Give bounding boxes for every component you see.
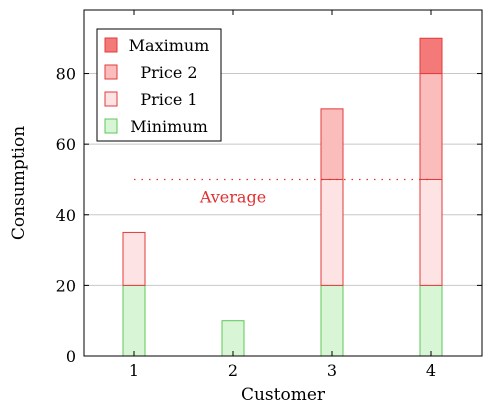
legend-label: Minimum	[130, 117, 208, 136]
legend-swatch	[104, 118, 118, 134]
bar-segment-maximum	[419, 37, 443, 75]
average-line: Average	[134, 178, 431, 206]
bar-segment-minimum	[320, 284, 344, 357]
y-tick-label: 60	[56, 135, 76, 154]
bar-segment-minimum	[221, 320, 245, 357]
legend-label: Price 1	[140, 90, 197, 109]
legend-swatch	[104, 64, 118, 80]
plot-frame	[83, 9, 483, 357]
x-tick-label: 3	[327, 361, 337, 380]
y-tick-label: 20	[56, 276, 76, 295]
average-label: Average	[199, 187, 266, 206]
x-tick-label: 2	[228, 361, 238, 380]
y-axis-ticks: 0 20 40 60 80	[56, 65, 482, 366]
legend: Maximum Price 2 Price 1 Minimum	[96, 28, 222, 142]
bar-segment-price-2	[320, 108, 344, 180]
legend-swatch	[104, 37, 118, 53]
legend-box	[96, 28, 222, 142]
bars	[122, 37, 443, 357]
y-tick-label: 40	[56, 206, 76, 225]
x-axis-ticks: 1 2 3 4	[129, 10, 436, 380]
bar-segment-minimum	[122, 284, 146, 357]
bar-segment-minimum	[419, 284, 443, 357]
y-tick-label: 0	[66, 347, 76, 366]
legend-label: Price 2	[140, 63, 197, 82]
bar-segment-price-2	[419, 73, 443, 180]
x-tick-label: 1	[129, 361, 139, 380]
bar-segment-price-1	[320, 178, 344, 286]
legend-swatch	[104, 91, 118, 107]
x-tick-label: 4	[426, 361, 436, 380]
x-axis-label: Customer	[241, 385, 326, 405]
bar-segment-price-1	[122, 231, 146, 286]
y-axis-label: Consumption	[9, 126, 29, 240]
y-tick-label: 80	[56, 65, 76, 84]
bar-segment-price-1	[419, 178, 443, 286]
legend-label: Maximum	[129, 36, 210, 55]
